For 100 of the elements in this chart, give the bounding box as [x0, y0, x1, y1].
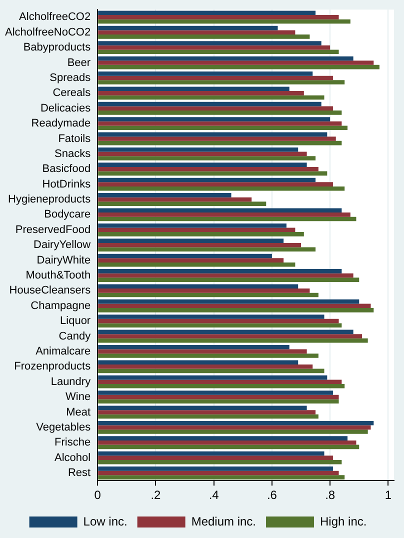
bar — [98, 197, 252, 202]
legend-label: Low inc. — [83, 514, 128, 528]
x-tick-label: 0 — [94, 488, 102, 502]
bar — [98, 56, 354, 61]
bar — [98, 80, 345, 84]
y-tick-label: Spreads — [50, 72, 92, 84]
y-tick-label: Laundry — [50, 376, 92, 388]
bar — [98, 318, 339, 324]
y-tick-label: Fatoils — [58, 132, 92, 145]
bar — [98, 242, 302, 248]
x-tick-label: .4 — [208, 488, 220, 502]
bar — [98, 216, 356, 222]
bar — [98, 171, 328, 176]
bar — [98, 414, 318, 419]
bar — [98, 10, 316, 16]
bar — [98, 384, 345, 388]
bar — [98, 232, 304, 236]
legend-label: Medium inc. — [191, 514, 256, 528]
y-tick-label: Readymade — [31, 118, 91, 130]
x-tick-label: .2 — [150, 488, 162, 502]
bar — [98, 202, 266, 206]
bar — [98, 460, 342, 464]
bar — [98, 162, 307, 167]
bar — [98, 394, 339, 400]
bar — [98, 117, 330, 122]
bar — [98, 258, 284, 262]
bar — [98, 330, 354, 334]
y-tick-label: Vegetables — [36, 421, 92, 434]
bar — [98, 72, 313, 76]
bar — [98, 212, 350, 217]
bar — [98, 269, 342, 274]
bar — [98, 50, 339, 54]
bar — [98, 132, 328, 137]
y-tick-label: Mouth&Tooth — [26, 270, 91, 282]
bar — [98, 390, 333, 395]
bar — [98, 436, 348, 440]
y-tick-label: Wine — [66, 391, 91, 404]
bar — [98, 444, 360, 450]
bar — [98, 466, 333, 471]
bar — [98, 223, 286, 228]
x-tick-label: .6 — [266, 488, 278, 502]
bar — [98, 126, 348, 130]
y-tick-label: Babyproducts — [23, 42, 92, 54]
bar — [98, 34, 310, 39]
bar — [98, 45, 330, 50]
bar — [98, 41, 322, 46]
y-tick-label: Delicacies — [40, 102, 92, 114]
bar — [98, 406, 307, 410]
bar — [98, 60, 374, 65]
bar — [98, 238, 284, 243]
y-tick-label: Liquor — [60, 315, 91, 328]
bar — [98, 76, 333, 80]
x-tick-label: .8 — [325, 488, 336, 502]
y-tick-label: DairyYellow — [34, 239, 91, 252]
bar — [98, 95, 324, 100]
x-tick-label: 1 — [384, 488, 392, 502]
bar — [98, 314, 324, 319]
bar — [98, 121, 342, 126]
y-tick-label: AlcholfreeCO2 — [19, 11, 91, 24]
bar — [98, 193, 232, 198]
bar — [98, 364, 313, 369]
y-tick-label: Bodycare — [44, 208, 91, 221]
bar — [98, 399, 339, 404]
bar — [98, 178, 316, 182]
bar — [98, 292, 318, 298]
bar — [98, 430, 368, 434]
bar — [98, 19, 350, 24]
bar — [98, 380, 342, 384]
bar — [98, 140, 342, 146]
bar — [98, 208, 342, 213]
bar — [98, 152, 307, 156]
bar — [98, 425, 371, 430]
bar — [98, 254, 272, 258]
y-tick-label: Animalcare — [36, 345, 91, 358]
bar — [98, 228, 296, 232]
y-tick-label: Alcohol — [54, 452, 91, 464]
y-tick-label: HouseCleansers — [9, 284, 92, 297]
y-tick-label: Basicfood — [42, 163, 91, 176]
y-tick-label: Frische — [54, 436, 91, 449]
bar — [98, 349, 307, 354]
y-tick-label: HotDrinks — [42, 178, 92, 190]
y-tick-label: AlcholfreeNoCO2 — [5, 26, 91, 38]
bar — [98, 368, 324, 374]
bar — [98, 420, 374, 426]
bar — [98, 30, 296, 35]
y-tick-label: Cereals — [52, 87, 92, 100]
bar — [98, 475, 345, 480]
bar — [98, 247, 316, 252]
y-tick-label: Rest — [68, 467, 91, 480]
bar — [98, 440, 356, 445]
bar — [98, 273, 354, 278]
y-tick-label: Hygieneproducts — [8, 194, 92, 206]
y-tick-label: DairyWhite — [36, 254, 91, 266]
bar — [98, 186, 345, 191]
bar — [98, 375, 328, 380]
bar — [98, 334, 362, 338]
bar — [98, 102, 322, 106]
bar — [98, 338, 368, 343]
y-tick-label: Champagne — [30, 300, 91, 312]
bar — [98, 15, 339, 20]
